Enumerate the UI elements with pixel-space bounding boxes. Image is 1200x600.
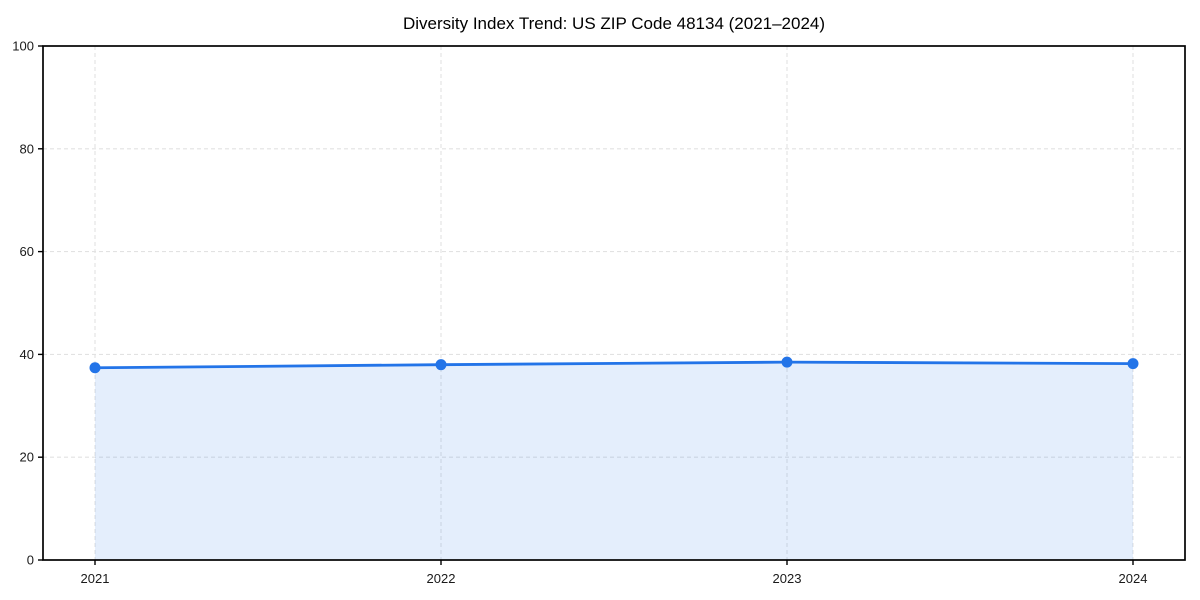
x-tick-label: 2023 [773,571,802,586]
y-tick-label: 60 [20,244,34,259]
x-tick-label: 2022 [427,571,456,586]
axes-layer: 0 20 40 60 80 100 2021 2022 2023 2024 [12,39,1186,586]
y-tick-label: 0 [27,553,34,568]
y-tick-label: 40 [20,347,34,362]
data-layer [89,356,1139,560]
trend-line [93,360,1135,370]
x-tick-label: 2021 [81,571,110,586]
axes-spines [42,45,1186,561]
data-point [1127,358,1139,370]
chart-title: Diversity Index Trend: US ZIP Code 48134… [403,14,825,33]
y-tick-label: 100 [12,39,34,54]
y-tick-label: 80 [20,141,34,156]
data-point [781,356,793,368]
x-tick-label: 2024 [1119,571,1148,586]
grid-layer [43,45,1185,561]
data-point [89,362,101,374]
area-fill [95,362,1133,560]
y-tick-label: 20 [20,450,34,465]
data-point [435,359,447,371]
